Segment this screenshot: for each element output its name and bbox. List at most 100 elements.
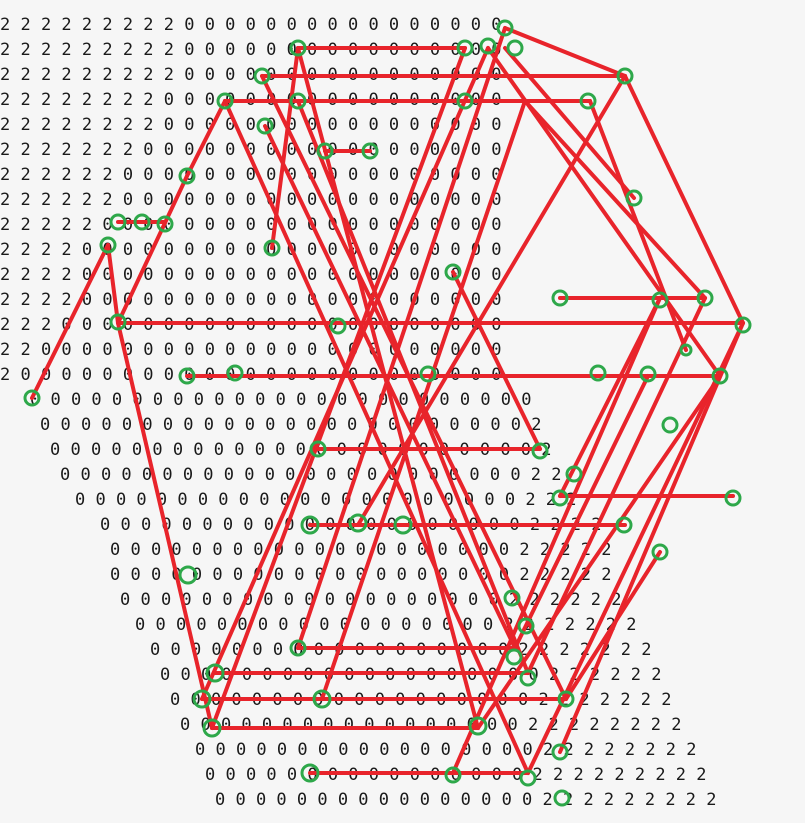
diagonal-red-line <box>526 321 745 775</box>
grid-row: 0 0 0 0 0 0 0 0 0 0 0 0 0 0 0 0 0 0 0 0 … <box>75 490 577 510</box>
diagonal-red-line <box>451 296 662 775</box>
diagonal-red-line <box>270 46 300 250</box>
marker-circle <box>468 716 488 736</box>
marker-circle <box>503 589 521 607</box>
marker-circle <box>639 365 657 383</box>
marker-circle <box>651 291 669 309</box>
diagonal-red-line <box>558 296 662 498</box>
marker-circle <box>557 690 575 708</box>
marker-circle <box>579 92 597 110</box>
diagonal-red-line <box>623 74 745 325</box>
diagonal-red-line <box>200 46 490 701</box>
marker-circle <box>496 19 514 37</box>
diagonal-red-line <box>106 243 120 325</box>
diagonal-red-line <box>526 296 707 675</box>
diagonal-red-line <box>320 99 527 701</box>
marker-circle <box>565 465 583 483</box>
marker-circle <box>316 142 334 160</box>
marker-circle <box>551 743 569 761</box>
marker-circle <box>615 516 633 534</box>
diagonal-red-line <box>356 74 627 527</box>
marker-circle <box>156 215 174 233</box>
marker-circle <box>553 789 571 807</box>
marker-circle <box>551 489 569 507</box>
marker-circle <box>625 189 643 207</box>
diagonal-red-line <box>486 46 722 378</box>
marker-circle <box>133 213 151 231</box>
marker-circle <box>734 316 752 334</box>
marker-circle <box>419 365 437 383</box>
diagonal-red-line <box>185 99 227 178</box>
marker-circle <box>679 343 693 357</box>
grid-row: 2 2 2 2 2 2 2 2 2 0 0 0 0 0 0 0 0 0 0 0 … <box>0 15 502 35</box>
marker-circle <box>456 92 474 110</box>
grid-row: 2 2 0 0 0 0 0 0 0 0 0 0 0 0 0 0 0 0 0 0 … <box>0 340 502 360</box>
grid-row: 0 0 0 0 0 0 0 0 0 0 0 0 0 0 0 0 2 2 2 2 … <box>215 790 717 810</box>
marker-circle <box>519 769 537 787</box>
marker-circle <box>256 117 274 135</box>
grid-row: 2 2 2 2 2 2 2 2 0 0 0 0 0 0 0 0 0 0 0 0 … <box>0 115 502 135</box>
marker-circle <box>519 669 537 687</box>
marker-circle <box>178 565 198 585</box>
marker-circle <box>456 39 474 57</box>
diagonal-red-line <box>296 46 480 730</box>
marker-circle <box>506 39 524 57</box>
marker-circle <box>263 239 281 257</box>
diagonal-red-line <box>263 124 517 650</box>
grid-row: 2 2 2 2 2 2 0 0 0 0 0 0 0 0 0 0 0 0 0 0 … <box>0 165 502 185</box>
marker-circle <box>192 689 212 709</box>
diagonal-red-line <box>30 243 110 400</box>
grid-row: 0 0 0 0 0 0 0 0 0 0 0 0 0 0 0 0 0 0 0 0 … <box>30 390 532 410</box>
diagonal-red-line <box>296 26 507 650</box>
marker-circle <box>711 367 729 385</box>
diagonal-red-line <box>116 174 189 325</box>
marker-circle <box>216 92 234 110</box>
marker-circle <box>651 543 669 561</box>
diagonal-red-line <box>116 321 214 730</box>
marker-circle <box>205 663 225 683</box>
marker-circle <box>393 515 413 535</box>
marker-circle <box>312 689 332 709</box>
marker-circle <box>348 513 368 533</box>
marker-circle <box>289 92 307 110</box>
diagonal-red-line <box>476 374 722 730</box>
marker-circle <box>531 442 549 460</box>
marker-circle <box>724 489 742 507</box>
marker-circle <box>696 289 714 307</box>
marker-circle <box>300 763 320 783</box>
grid-row: 0 0 0 0 0 0 0 0 0 0 0 0 0 0 0 0 0 2 2 2 … <box>180 715 682 735</box>
grid-row: 0 0 0 0 0 0 0 0 0 0 0 0 0 0 0 0 0 2 2 2 … <box>195 740 697 760</box>
marker-circle <box>289 39 307 57</box>
diagonal-red-line <box>451 270 542 451</box>
marker-circle <box>289 639 307 657</box>
marker-circle <box>444 766 462 784</box>
diagonal-red-line <box>523 99 707 300</box>
diagonal-red-line <box>558 321 745 754</box>
marker-circle <box>23 389 41 407</box>
marker-circle <box>309 440 327 458</box>
marker-circle <box>202 718 222 738</box>
marker-circle <box>253 67 271 85</box>
grid-row: 0 0 0 0 0 0 0 0 0 0 0 0 0 0 0 0 0 0 0 0 … <box>110 540 612 560</box>
marker-circle <box>300 515 320 535</box>
green-circle-markers <box>23 19 752 807</box>
red-line-overlay <box>30 26 745 775</box>
marker-circle <box>444 263 462 281</box>
grid-row: 0 0 0 0 0 0 0 0 0 0 0 0 0 0 0 0 0 0 0 0 … <box>50 440 552 460</box>
diagonal-red-line <box>503 26 627 78</box>
grid-row: 2 2 2 2 2 2 0 0 0 0 0 0 0 0 0 0 0 0 0 0 … <box>0 190 502 210</box>
diagonal-red-line <box>503 46 636 200</box>
diagonal-red-line <box>513 374 650 650</box>
marker-circle <box>616 67 634 85</box>
marker-circle <box>551 289 569 307</box>
diagonal-red-line <box>564 550 662 701</box>
marker-circle <box>178 167 196 185</box>
grid-row: 2 2 2 2 0 0 0 0 0 0 0 0 0 0 0 0 0 0 0 0 … <box>0 240 502 260</box>
marker-circle <box>99 236 117 254</box>
marker-circle <box>661 416 679 434</box>
marker-circle <box>226 364 244 382</box>
marker-circle <box>329 317 347 335</box>
marker-circle <box>517 617 535 635</box>
grid-row: 0 0 0 0 0 0 0 0 0 0 0 0 0 0 0 0 0 0 0 2 … <box>120 590 622 610</box>
